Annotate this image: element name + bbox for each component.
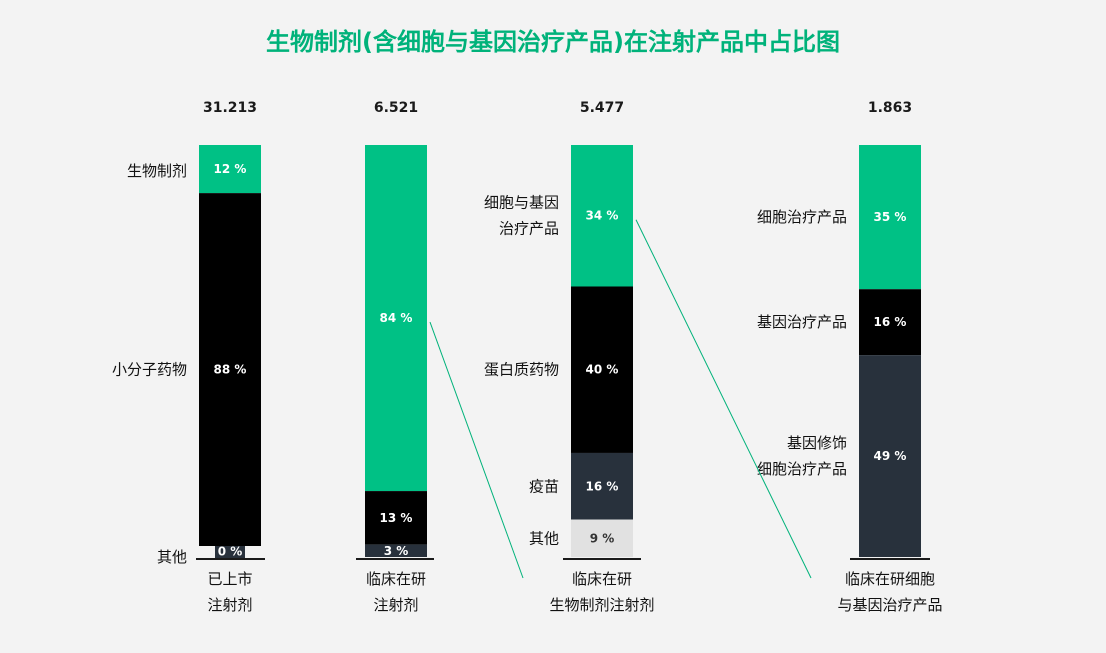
segment-category-label: 细胞治疗产品	[757, 208, 847, 226]
bar-segment	[365, 145, 427, 492]
segment-category-label: 基因治疗产品	[757, 313, 847, 331]
x-axis-label: 临床在研	[366, 570, 426, 588]
segment-value-label: 0 %	[218, 545, 243, 559]
x-axis-label: 临床在研细胞	[845, 570, 935, 588]
bar-segment	[199, 193, 261, 546]
segment-category-label: 疫苗	[529, 477, 559, 495]
bar-segment	[859, 289, 921, 356]
bar-segment	[859, 145, 921, 290]
segment-category-label: 细胞与基因	[484, 194, 559, 212]
bar-total-label: 1.863	[868, 100, 912, 116]
segment-value-label: 34 %	[586, 209, 619, 223]
segment-value-label: 13 %	[380, 511, 413, 525]
bar-segment	[365, 491, 427, 545]
segment-category-label: 其他	[157, 548, 187, 566]
segment-value-label: 88 %	[214, 363, 247, 377]
segment-category-label: 生物制剂	[127, 162, 187, 180]
bar-segment	[571, 286, 633, 453]
x-axis-label: 与基因治疗产品	[837, 596, 942, 614]
bar-segment	[859, 355, 921, 557]
x-axis-label: 已上市	[207, 570, 252, 588]
segment-value-label: 35 %	[874, 210, 907, 224]
bar-segment	[571, 452, 633, 520]
x-axis-label: 生物制剂注射剂	[549, 596, 654, 614]
x-axis-label: 注射剂	[373, 596, 418, 614]
segment-value-label: 3 %	[384, 544, 409, 558]
bar-segment	[365, 544, 427, 557]
segment-value-label: 9 %	[590, 531, 615, 545]
segment-value-label: 16 %	[874, 315, 907, 329]
bar-segment	[571, 145, 633, 287]
segment-value-label: 40 %	[586, 363, 619, 377]
connector-line	[635, 219, 812, 579]
segment-value-label: 12 %	[214, 162, 247, 176]
segment-category-label: 蛋白质药物	[484, 361, 559, 379]
segment-category-label: 治疗产品	[499, 220, 559, 238]
segment-category-label: 其他	[529, 529, 559, 547]
bar-total-label: 31.213	[203, 100, 257, 116]
bar-segment	[571, 519, 633, 557]
bar-segment	[199, 145, 261, 194]
bar-segment	[215, 546, 245, 559]
connector-line	[429, 321, 524, 579]
x-axis-label: 临床在研	[572, 570, 632, 588]
segment-value-label: 84 %	[380, 311, 413, 325]
bar-total-label: 6.521	[374, 100, 418, 116]
segment-category-label: 细胞治疗产品	[757, 460, 847, 478]
chart-title: 生物制剂(含细胞与基因治疗产品)在注射产品中占比图	[266, 28, 840, 56]
segment-value-label: 49 %	[874, 449, 907, 463]
bar-total-label: 5.477	[580, 100, 624, 116]
x-axis-label: 注射剂	[207, 596, 252, 614]
segment-value-label: 16 %	[586, 479, 619, 493]
segment-category-label: 基因修饰	[787, 434, 847, 452]
segment-category-label: 小分子药物	[112, 361, 187, 379]
